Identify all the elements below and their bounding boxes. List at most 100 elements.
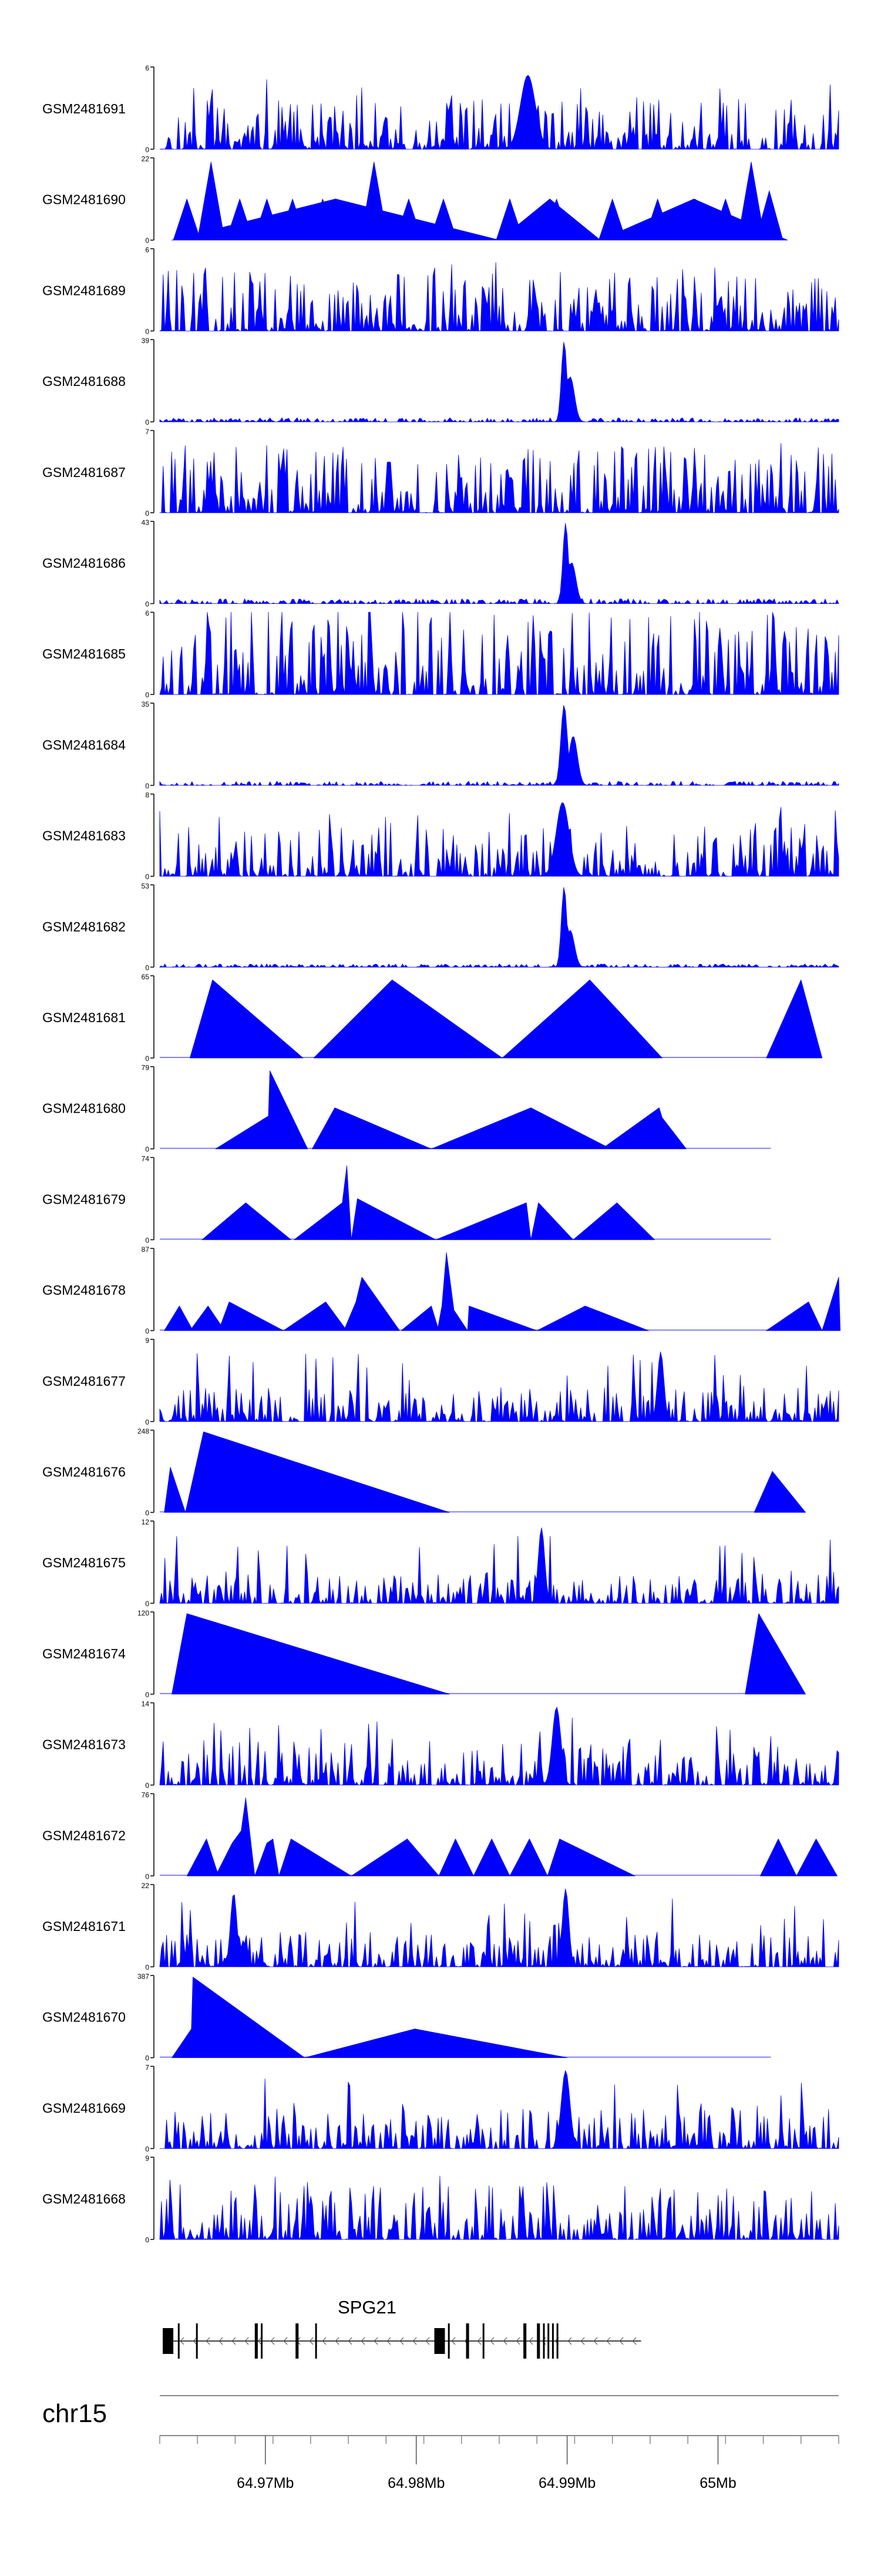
- y-max-label: 79: [142, 1064, 150, 1072]
- y-max-label: 39: [142, 337, 150, 345]
- strand-arrow: [593, 2337, 598, 2345]
- track-GSM2481679: GSM2481679 74 0: [42, 1154, 771, 1244]
- y-max-label: 43: [142, 519, 150, 527]
- coverage-area: [159, 1527, 839, 1604]
- strand-arrow: [425, 2337, 430, 2345]
- gene-exon: [552, 2323, 554, 2359]
- track-GSM2481673: GSM2481673 14 0: [42, 1700, 839, 1790]
- track-label: GSM2481685: [42, 646, 126, 661]
- gene-exon: [466, 2323, 469, 2359]
- track-label: GSM2481686: [42, 556, 126, 571]
- strand-arrow: [503, 2337, 507, 2345]
- y-max-label: 53: [142, 882, 150, 890]
- track-GSM2481690: GSM2481690 22 0: [42, 155, 788, 245]
- y-zero-label: 0: [145, 691, 149, 699]
- y-zero-label: 0: [145, 600, 149, 609]
- gene-exon: [556, 2323, 559, 2359]
- gene-exon: [261, 2323, 263, 2359]
- strand-arrow: [374, 2337, 378, 2345]
- gene-exon: [295, 2323, 299, 2359]
- track-label: GSM2481673: [42, 1737, 126, 1752]
- axis-tick-label: 64.97Mb: [237, 2475, 294, 2491]
- y-zero-label: 0: [145, 1691, 149, 1699]
- coverage-tracks: GSM248169160GSM2481690220GSM248168960GSM…: [42, 64, 840, 2244]
- track-label: GSM2481691: [42, 101, 126, 116]
- coverage-area: [159, 262, 839, 331]
- strand-arrow: [451, 2337, 456, 2345]
- track-label: GSM2481671: [42, 1919, 126, 1934]
- y-max-label: 22: [142, 1882, 150, 1890]
- coverage-area: [159, 1707, 839, 1785]
- strand-arrow: [270, 2337, 275, 2345]
- gene-exon: [315, 2323, 317, 2359]
- y-max-label: 74: [142, 1154, 150, 1163]
- track-label: GSM2481690: [42, 192, 126, 207]
- coverage-area: [159, 1351, 839, 1422]
- y-max-label: 14: [142, 1700, 150, 1708]
- track-label: GSM2481687: [42, 465, 126, 480]
- coverage-area: [164, 1252, 840, 1331]
- y-zero-label: 0: [145, 1600, 149, 1608]
- track-GSM2481671: GSM2481671 22 0: [42, 1882, 839, 1972]
- strand-arrow: [529, 2337, 533, 2345]
- track-GSM2481676: GSM2481676 248 0: [42, 1428, 806, 1517]
- y-max-label: 12: [142, 1518, 150, 1526]
- track-label: GSM2481676: [42, 1465, 126, 1480]
- track-GSM2481670: GSM2481670 387 0: [42, 1973, 771, 2063]
- track-GSM2481684: GSM2481684 35 0: [42, 700, 839, 790]
- genome-axis: chr15 64.97Mb 64.98Mb 64.99Mb 65Mb: [42, 2395, 839, 2491]
- strand-arrow: [231, 2337, 236, 2345]
- coverage-area: [159, 1888, 839, 1967]
- track-GSM2481681: GSM2481681 65 0: [42, 973, 823, 1063]
- track-GSM2481668: GSM2481668 9 0: [42, 2154, 839, 2244]
- track-label: GSM2481680: [42, 1101, 126, 1116]
- strand-arrow: [322, 2337, 327, 2345]
- track-label: GSM2481689: [42, 283, 126, 298]
- y-zero-label: 0: [145, 2236, 149, 2244]
- strand-arrow: [361, 2337, 365, 2345]
- strand-arrow: [193, 2337, 197, 2345]
- y-zero-label: 0: [145, 1146, 149, 1154]
- coverage-area: [201, 1166, 655, 1240]
- coverage-area: [172, 1613, 806, 1695]
- y-max-label: 87: [142, 1245, 150, 1254]
- y-max-label: 6: [145, 609, 149, 617]
- axis-tick-label: 64.98Mb: [388, 2475, 445, 2491]
- coverage-area: [159, 2070, 839, 2149]
- coverage-area: [164, 1431, 806, 1513]
- gene-exon: [523, 2323, 527, 2359]
- track-GSM2481685: GSM2481685 6 0: [42, 609, 839, 699]
- y-max-label: 6: [145, 64, 149, 72]
- coverage-area: [172, 1977, 567, 2058]
- track-label: GSM2481678: [42, 1282, 126, 1298]
- gene-exon: [196, 2323, 198, 2359]
- y-zero-label: 0: [145, 1236, 149, 1244]
- coverage-area: [159, 2175, 839, 2240]
- coverage-area: [159, 341, 839, 422]
- gene-exon: [434, 2328, 445, 2354]
- strand-arrow: [606, 2337, 611, 2345]
- y-zero-label: 0: [145, 237, 149, 245]
- track-GSM2481680: GSM2481680 79 0: [42, 1064, 771, 1154]
- y-zero-label: 0: [145, 1782, 149, 1790]
- strand-arrow: [580, 2337, 585, 2345]
- coverage-area: [159, 887, 839, 968]
- strand-arrow: [180, 2337, 184, 2345]
- gene-exon: [537, 2323, 540, 2359]
- strand-arrow: [309, 2337, 314, 2345]
- y-max-label: 76: [142, 1791, 150, 1799]
- y-max-label: 35: [142, 700, 150, 708]
- strand-arrow: [386, 2337, 391, 2345]
- track-GSM2481674: GSM2481674 120 0: [42, 1609, 806, 1699]
- track-label: GSM2481688: [42, 374, 126, 389]
- track-label: GSM2481682: [42, 919, 126, 934]
- coverage-area: [159, 523, 839, 604]
- track-label: GSM2481668: [42, 2191, 126, 2206]
- track-label: GSM2481670: [42, 2010, 126, 2025]
- y-zero-label: 0: [145, 963, 149, 972]
- strand-arrow: [244, 2337, 249, 2345]
- strand-arrow: [516, 2337, 520, 2345]
- y-zero-label: 0: [145, 327, 149, 335]
- track-GSM2481683: GSM2481683 8 0: [42, 791, 839, 881]
